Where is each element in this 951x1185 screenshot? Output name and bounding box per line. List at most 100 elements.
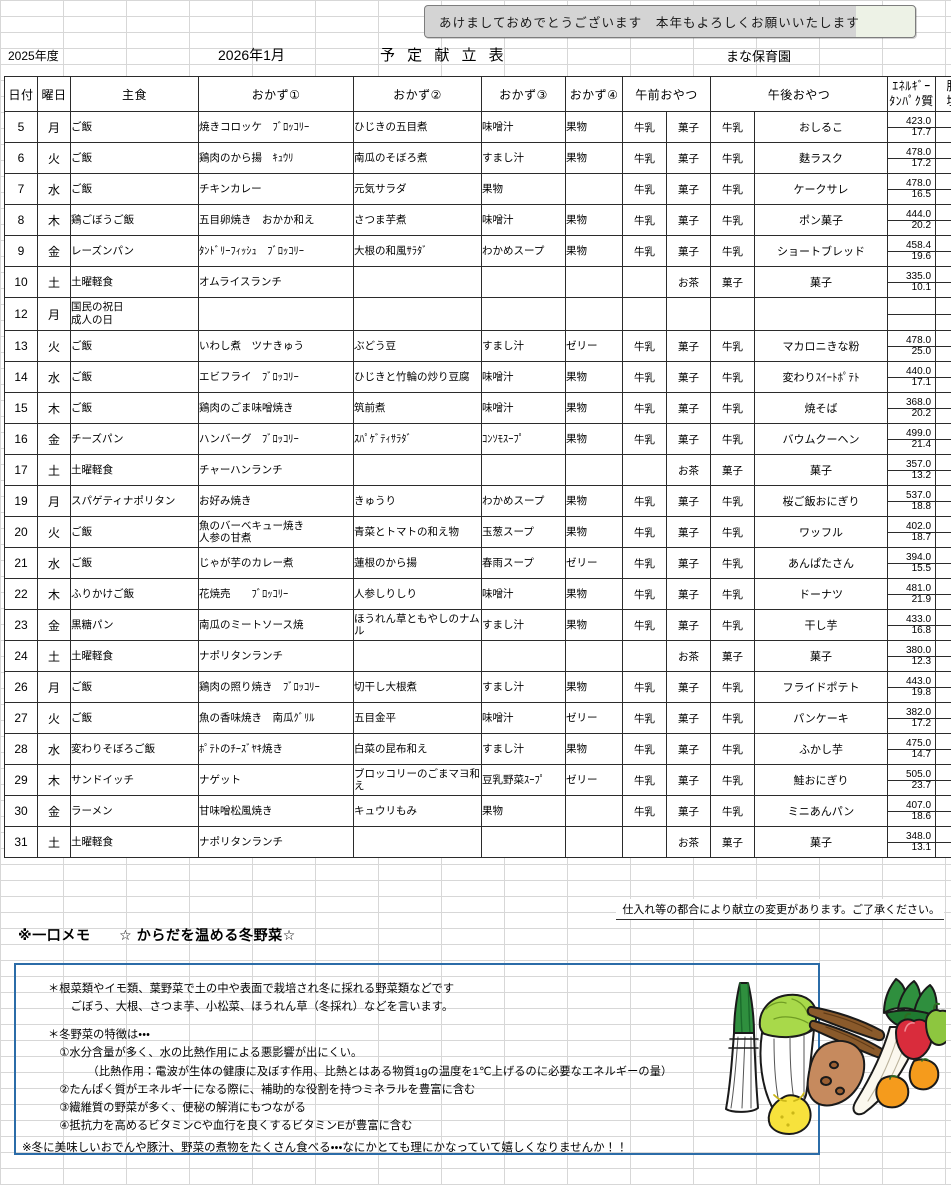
cell-side4[interactable] (565, 266, 623, 298)
cell-side1[interactable]: 五目卵焼き おかか和え (198, 204, 354, 236)
cell-fat-salt[interactable]: 21.21.8 (935, 764, 951, 796)
cell-side1[interactable]: オムライスランチ (198, 266, 354, 298)
cell-fat-salt[interactable]: 20.01.4 (935, 142, 951, 174)
cell-day-of-week[interactable]: 火 (37, 142, 71, 174)
cell-am-snack-2[interactable]: 菓子 (665, 423, 712, 455)
cell-date[interactable]: 27 (4, 702, 38, 734)
cell-date[interactable]: 21 (4, 547, 38, 579)
cell-day-of-week[interactable]: 金 (37, 235, 71, 267)
cell-side1[interactable]: ﾎﾟﾃﾄのﾁｰｽﾞﾔｷ焼き (198, 733, 354, 765)
cell-pm-snack-1[interactable]: 菓子 (710, 640, 756, 672)
table-row[interactable]: 22 木ふりかけご飯 花焼売 ﾌﾞﾛｯｺﾘｰ 人参しりしり 味噌汁 果物 牛乳 菓子 牛乳 ドーナ… (4, 578, 951, 610)
table-row[interactable]: 7水ご飯チキンカレー元気サラダ果物牛乳菓子牛乳ケークサレ478.016.519.… (4, 173, 951, 205)
table-row[interactable]: 14 水ご飯 エビフライ ﾌﾞﾛｯｺﾘｰ ひじきと竹輪の炒り豆腐 味噌汁 果物 牛乳 菓子 牛乳… (4, 361, 951, 393)
cell-date[interactable]: 31 (4, 826, 38, 858)
cell-pm-snack-1[interactable]: 牛乳 (710, 235, 756, 267)
cell-energy-protein[interactable]: 505.0 23.7 (887, 764, 937, 796)
cell-side4[interactable] (565, 454, 623, 486)
cell-side4[interactable]: ゼリー (565, 330, 623, 362)
cell-fat-salt[interactable]: 19.01.6 (935, 173, 951, 205)
cell-pm-snack-1[interactable]: 牛乳 (710, 361, 756, 393)
cell-energy-protein[interactable]: 394.0 15.5 (887, 547, 937, 579)
cell-side2[interactable] (353, 826, 482, 858)
cell-am-snack-2[interactable]: 菓子 (665, 111, 712, 143)
table-row[interactable]: 16 金チーズパン ハンバーグ ﾌﾞﾛｯｺﾘｰ ｽﾊﾟｹﾞﾃｨｻﾗﾀﾞ ｺﾝｿﾓｽｰﾌﾟ… (4, 423, 951, 455)
cell-side4[interactable]: 果物 (565, 235, 623, 267)
cell-day-of-week[interactable]: 火 (37, 702, 71, 734)
cell-date[interactable]: 19 (4, 485, 38, 517)
cell-am-snack-2[interactable]: 菓子 (665, 173, 712, 205)
cell-pm-snack-2[interactable]: 干し芋 (754, 609, 889, 641)
cell-side3[interactable] (481, 297, 566, 331)
cell-fat-salt[interactable]: 10.81.8 (935, 235, 951, 267)
cell-staple[interactable]: ご飯 (70, 142, 199, 174)
cell-holiday-name[interactable]: 国民の祝日 成人の日 (70, 297, 199, 331)
cell-date[interactable]: 5 (4, 111, 38, 143)
cell-am-snack-2[interactable]: 菓子 (665, 235, 712, 267)
cell-pm-snack-1[interactable]: 菓子 (710, 266, 756, 298)
cell-pm-snack-1[interactable]: 牛乳 (710, 671, 756, 703)
cell-day-of-week[interactable]: 月 (37, 485, 71, 517)
cell-side1[interactable]: ナポリタンランチ (198, 826, 354, 858)
cell-side1[interactable]: エビフライ ﾌﾞﾛｯｺﾘｰ (198, 361, 354, 393)
cell-side2[interactable] (353, 266, 482, 298)
cell-staple[interactable]: ご飯 (70, 173, 199, 205)
cell-fat-salt[interactable]: 18.71.4 (935, 671, 951, 703)
cell-am-snack-1[interactable] (622, 826, 667, 858)
cell-side4[interactable]: 果物 (565, 423, 623, 455)
cell-pm-snack-2[interactable]: 焼そば (754, 392, 889, 424)
cell-am-snack-2[interactable]: お茶 (665, 640, 712, 672)
cell-day-of-week[interactable]: 金 (37, 795, 71, 827)
cell-day-of-week[interactable]: 水 (37, 733, 71, 765)
cell-energy-protein[interactable]: 481.0 21.9 (887, 578, 937, 610)
table-row[interactable]: 13 火ご飯 いわし煮 ツナきゅう ぶどう豆 すまし汁 ゼリー 牛乳 菓子 牛乳 マカロニきな粉 4… (4, 330, 951, 362)
cell-pm-snack-2[interactable]: 変わりｽｲｰﾄﾎﾟﾃﾄ (754, 361, 889, 393)
cell-am-snack-1[interactable]: 牛乳 (622, 516, 667, 548)
cell-staple[interactable]: 土曜軽食 (70, 826, 199, 858)
cell-day-of-week[interactable]: 土 (37, 266, 71, 298)
cell-pm-snack-1[interactable]: 牛乳 (710, 516, 756, 548)
cell-am-snack-2[interactable]: 菓子 (665, 702, 712, 734)
cell-staple[interactable]: スパゲティナポリタン (70, 485, 199, 517)
cell-am-snack-1[interactable]: 牛乳 (622, 547, 667, 579)
cell-side3[interactable]: すまし汁 (481, 733, 566, 765)
cell-date[interactable]: 17 (4, 454, 38, 486)
cell-pm-snack-2[interactable]: 桜ご飯おにぎり (754, 485, 889, 517)
cell-pm-snack-2[interactable]: 菓子 (754, 266, 889, 298)
cell-pm-snack-1[interactable]: 牛乳 (710, 609, 756, 641)
cell-side4[interactable]: 果物 (565, 671, 623, 703)
cell-am-snack-1[interactable]: 牛乳 (622, 142, 667, 174)
cell-day-of-week[interactable]: 金 (37, 609, 71, 641)
cell-side2[interactable]: 五目金平 (353, 702, 482, 734)
cell-pm-snack-2[interactable]: バウムクーヘン (754, 423, 889, 455)
cell-energy-protein[interactable]: 335.0 10.1 (887, 266, 937, 298)
cell-pm-snack-1[interactable]: 牛乳 (710, 392, 756, 424)
cell-date[interactable]: 22 (4, 578, 38, 610)
cell-side3[interactable]: 味噌汁 (481, 361, 566, 393)
cell-side1[interactable]: チキンカレー (198, 173, 354, 205)
cell-pm-snack-2[interactable]: ふかし芋 (754, 733, 889, 765)
cell-date[interactable]: 29 (4, 764, 38, 796)
cell-side2[interactable]: 元気サラダ (353, 173, 482, 205)
cell-date[interactable]: 12 (4, 297, 38, 331)
cell-side2[interactable] (353, 297, 482, 331)
cell-date[interactable]: 28 (4, 733, 38, 765)
cell-side1[interactable]: 鶏肉のから揚 ｷｭｳﾘ (198, 142, 354, 174)
cell-date[interactable]: 8 (4, 204, 38, 236)
cell-side2[interactable]: ほうれん草ともやしのナムル (353, 609, 482, 641)
cell-am-snack-2[interactable]: 菓子 (665, 142, 712, 174)
cell-am-snack-1[interactable]: 牛乳 (622, 204, 667, 236)
cell-staple[interactable]: 黒糖パン (70, 609, 199, 641)
cell-side4[interactable] (565, 297, 623, 331)
cell-energy-protein[interactable]: 348.0 13.1 (887, 826, 937, 858)
cell-staple[interactable]: 変わりそぼろご飯 (70, 733, 199, 765)
cell-energy-protein[interactable]: 407.0 18.6 (887, 795, 937, 827)
cell-fat-salt[interactable]: 14.91.6 (935, 609, 951, 641)
cell-side1[interactable]: ハンバーグ ﾌﾞﾛｯｺﾘｰ (198, 423, 354, 455)
cell-pm-snack-2[interactable]: 菓子 (754, 454, 889, 486)
cell-day-of-week[interactable]: 水 (37, 547, 71, 579)
cell-pm-snack-2[interactable]: ワッフル (754, 516, 889, 548)
cell-side1[interactable]: 花焼売 ﾌﾞﾛｯｺﾘｰ (198, 578, 354, 610)
cell-pm-snack-1[interactable] (710, 297, 756, 331)
